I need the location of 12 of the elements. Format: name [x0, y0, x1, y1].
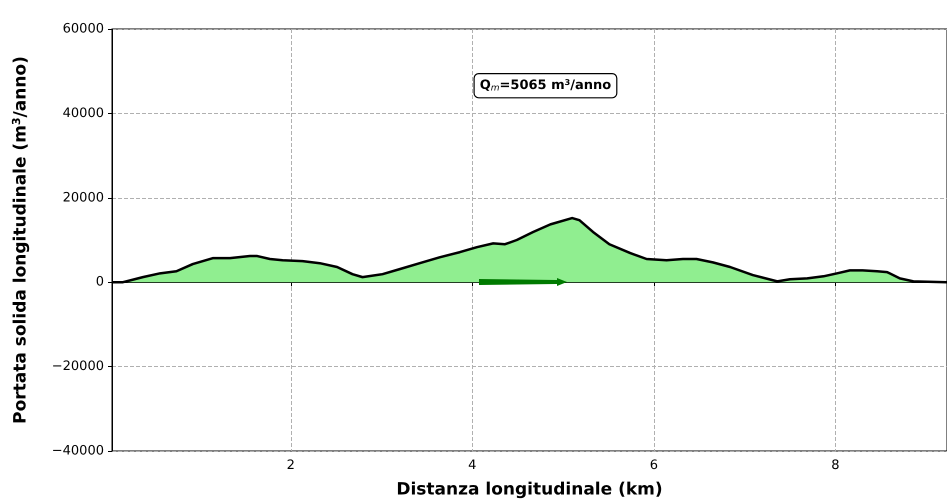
y-axis-title: Portata solida longitudinale (m3/anno)	[10, 56, 30, 424]
x-axis-title: Distanza longitudinale (km)	[396, 480, 663, 500]
y-tick-label: 40000	[62, 106, 104, 121]
y-tick-label: −40000	[52, 444, 104, 458]
x-tick-label: 6	[650, 458, 658, 473]
x-tick-label: 4	[468, 458, 476, 473]
x-tick-label: 8	[831, 458, 840, 473]
y-tick-label: −20000	[52, 359, 104, 374]
y-tick-label: 20000	[62, 190, 104, 206]
x-tick-label: 2	[286, 458, 295, 473]
y-tick-label: 0	[96, 274, 104, 290]
y-tick-label: 60000	[62, 22, 104, 36]
